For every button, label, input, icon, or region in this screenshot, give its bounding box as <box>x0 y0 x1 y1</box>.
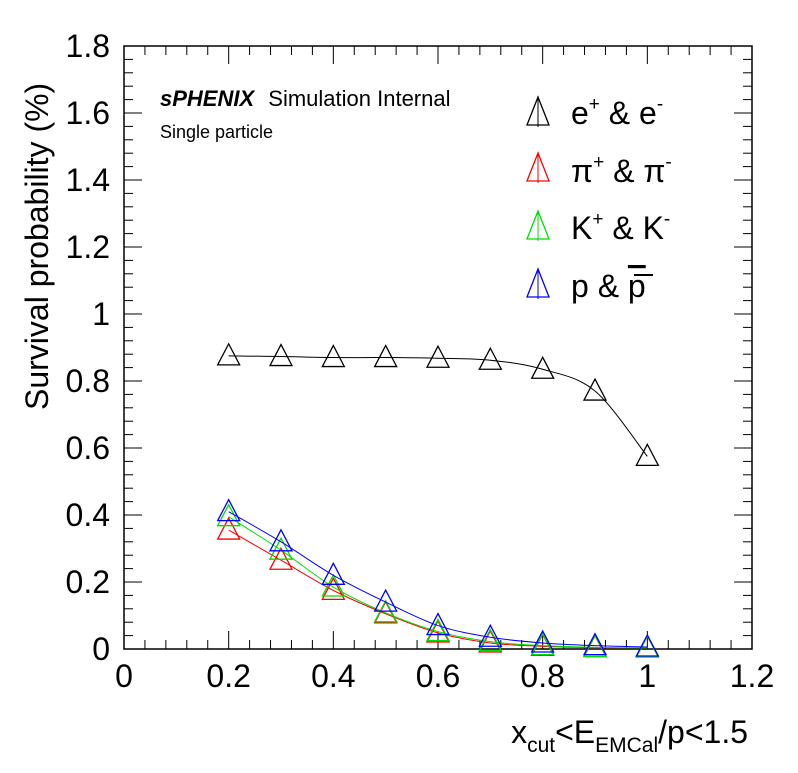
annotation-title: sPHENIX Simulation Internal <box>160 86 451 111</box>
data-point-electron <box>582 377 608 401</box>
series-line-proton <box>228 511 648 648</box>
data-point-kaon <box>530 632 555 656</box>
x-tick-label: 1 <box>638 658 656 694</box>
x-tick-label: 0.2 <box>206 658 250 694</box>
data-point-kaon <box>321 573 346 597</box>
series-line-kaon <box>228 516 648 649</box>
y-axis-title: Survival probability (%) <box>19 83 55 410</box>
y-tick-label: 1.6 <box>66 95 110 131</box>
tick-labels: 0 0.2 0.4 0.6 0.8 1 1.2 0 0.2 0.4 0.6 0.8 1 1.2 1.4 1.6… <box>66 28 775 694</box>
y-tick-label: 0 <box>92 631 110 667</box>
annotation-rest: Simulation Internal <box>268 86 450 111</box>
data-point-electron <box>373 344 398 368</box>
data-point-kaon <box>478 628 503 652</box>
x-tick-label: 1.2 <box>730 658 774 694</box>
data-point-electron <box>635 442 660 467</box>
legend-entry-pion: π+ & π- <box>526 151 672 189</box>
y-tick-label: 0.8 <box>66 363 110 399</box>
series-layer <box>216 342 660 658</box>
data-point-pion <box>321 576 346 601</box>
x-tick-label: 0.8 <box>520 658 564 694</box>
legend-entry-electron: e+ & e- <box>526 94 663 131</box>
legend-label-kaon: K+ & K- <box>571 209 670 246</box>
x-tick-label: 0.6 <box>416 658 460 694</box>
legend-label-proton: p & p <box>571 268 646 304</box>
data-point-proton <box>373 588 398 612</box>
data-point-proton <box>216 498 241 522</box>
series-line-pion <box>228 529 648 649</box>
x-tick-label: 0.4 <box>311 658 355 694</box>
data-point-electron <box>216 342 241 366</box>
data-point-proton <box>582 632 608 656</box>
series-proton <box>216 498 660 657</box>
y-tick-label: 0.2 <box>66 564 110 600</box>
data-point-electron <box>321 344 346 368</box>
annotation-subtitle: Single particle <box>160 122 273 142</box>
y-tick-label: 0.4 <box>66 497 110 533</box>
data-point-proton <box>425 612 451 636</box>
data-point-proton <box>530 629 555 653</box>
axis-ticks <box>123 45 753 650</box>
y-tick-label: 1.4 <box>66 162 110 198</box>
legend-label-electron: e+ & e- <box>571 94 663 131</box>
data-point-electron <box>425 344 451 368</box>
y-tick-label: 0.6 <box>66 430 110 466</box>
annotation-brand: sPHENIX <box>160 86 255 111</box>
series-line-electron <box>228 355 648 457</box>
legend-label-pion: π+ & π- <box>571 152 672 189</box>
y-tick-label: 1 <box>92 296 110 332</box>
x-tick-label: 0 <box>115 658 133 694</box>
data-point-proton <box>635 633 660 657</box>
data-point-electron <box>478 346 503 370</box>
data-point-proton <box>478 623 503 647</box>
data-point-kaon <box>425 618 451 642</box>
legend-entry-kaon: K+ & K- <box>526 209 670 246</box>
y-tick-label: 1.8 <box>66 28 110 64</box>
legend: e+ & e- π+ & π- K+ & K- p & p <box>526 94 672 304</box>
y-tick-label: 1.2 <box>66 229 110 265</box>
legend-marker-pion <box>526 151 550 182</box>
data-point-pion <box>216 516 241 540</box>
data-point-proton <box>268 528 294 552</box>
series-kaon <box>216 503 660 658</box>
legend-marker-proton <box>526 267 550 298</box>
data-point-kaon <box>268 536 294 560</box>
legend-marker-kaon <box>526 209 550 240</box>
series-electron <box>216 342 660 467</box>
data-point-electron <box>268 343 294 367</box>
data-point-proton <box>321 561 346 585</box>
legend-marker-electron <box>526 95 550 126</box>
legend-entry-proton: p & p <box>526 267 653 304</box>
data-point-electron <box>530 355 555 379</box>
x-axis-title: xcut<EEMCal/p<1.5 <box>511 714 748 757</box>
